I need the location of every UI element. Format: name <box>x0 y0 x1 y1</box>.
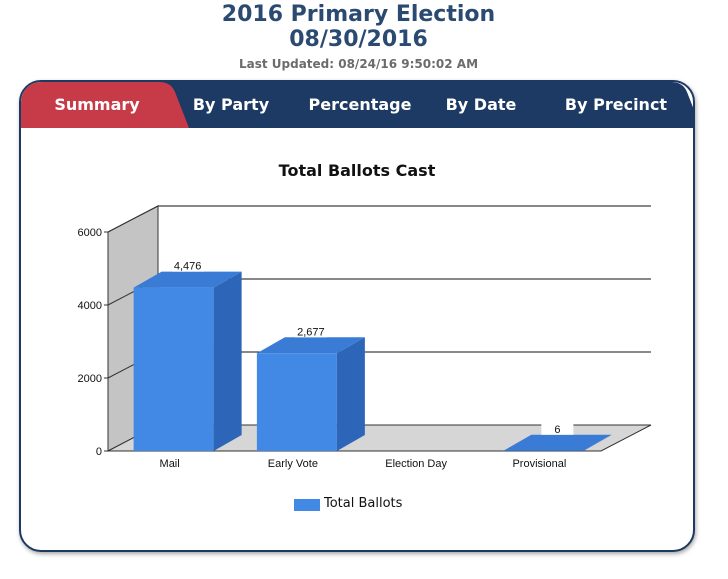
bar-side <box>213 271 242 451</box>
legend-swatch <box>294 499 320 511</box>
data-label: 4,476 <box>174 261 202 273</box>
tab-shape-percentage[interactable] <box>279 82 444 128</box>
data-label-bg <box>294 324 327 338</box>
x-tick-label: Mail <box>160 458 180 470</box>
tab-by-date[interactable]: By Date <box>445 95 517 114</box>
bar-early-vote <box>256 353 337 451</box>
tab-by-precinct[interactable]: By Precinct <box>564 95 668 114</box>
tab-shape-by-precinct[interactable] <box>531 82 693 128</box>
bar-top <box>133 271 242 288</box>
bar-top <box>503 434 612 451</box>
y-tick-label: 4000 <box>78 300 102 312</box>
x-tick-label: Provisional <box>512 458 566 470</box>
y-tick-label: 0 <box>96 446 102 458</box>
data-label: 6 <box>554 424 560 436</box>
gridline-side <box>107 205 159 233</box>
legend-label: Total Ballots <box>324 496 403 511</box>
bar-side <box>583 434 612 451</box>
tab-shape-by-party[interactable] <box>151 82 317 128</box>
results-panel: Summary By Party Percentage By Date By P… <box>19 80 695 552</box>
ballots-bar-chart: 0 2000 4000 6000 4,476 Mail 2,677 Early Vote Ele… <box>78 205 652 470</box>
tab-shape-by-date[interactable] <box>406 82 566 128</box>
chart-area: Total Ballots Cast 0 2000 4000 6000 4,476 Mai… <box>21 128 693 550</box>
x-tick-label: Early Vote <box>268 458 318 470</box>
tab-bar-background <box>21 82 693 128</box>
chart-title: Total Ballots Cast <box>278 161 436 180</box>
bar-top <box>256 337 365 354</box>
tab-shape-summary[interactable] <box>21 82 189 128</box>
y-tick-label: 6000 <box>78 227 102 239</box>
x-tick-label: Election Day <box>385 458 447 470</box>
election-title: 2016 Primary Election <box>221 2 496 27</box>
tab-by-party[interactable]: By Party <box>192 95 270 114</box>
tab-percentage[interactable]: Percentage <box>308 95 412 114</box>
election-date: 08/30/2016 <box>289 27 428 52</box>
tab-bar: Summary By Party Percentage By Date By P… <box>21 82 693 128</box>
data-label-bg <box>171 258 204 272</box>
bar-side <box>336 337 365 451</box>
data-label: 2,677 <box>297 326 325 338</box>
tab-summary[interactable]: Summary <box>54 95 140 114</box>
last-updated-text: Last Updated: 08/24/16 9:50:02 AM <box>238 57 479 71</box>
y-tick-label: 2000 <box>78 373 102 385</box>
bar-mail <box>133 287 214 451</box>
data-label-bg <box>541 421 574 435</box>
